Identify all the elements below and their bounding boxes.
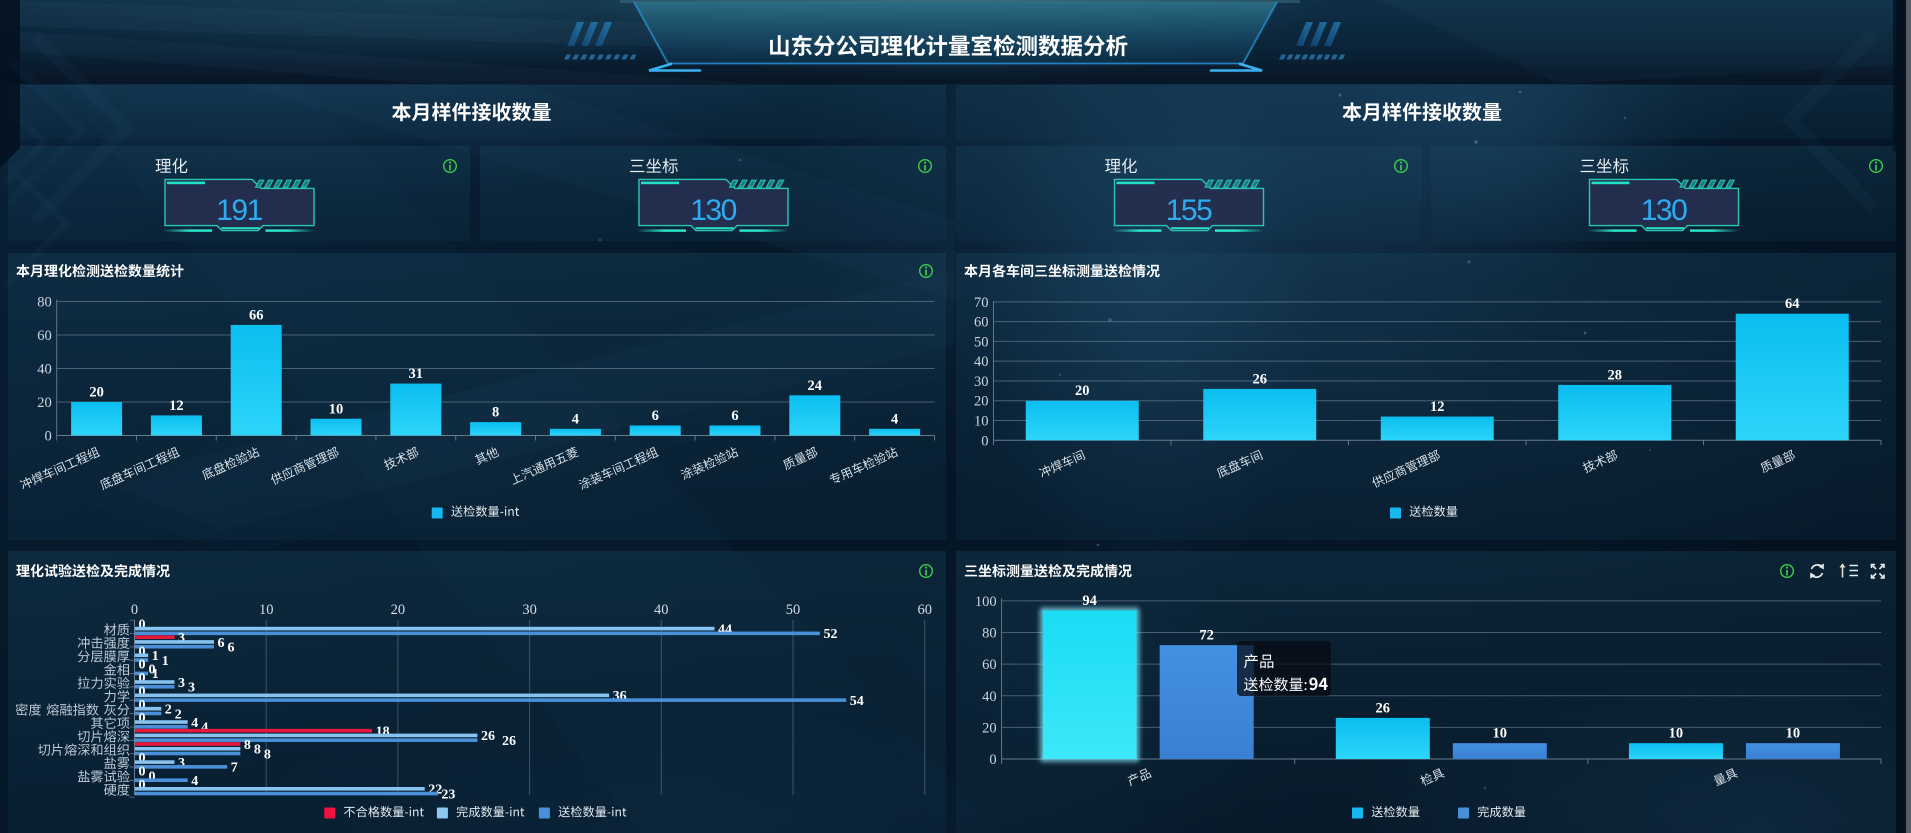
svg-text:10: 10 <box>974 414 989 430</box>
svg-text:8: 8 <box>254 743 261 758</box>
svg-text:0: 0 <box>139 778 146 793</box>
svg-text:8: 8 <box>244 738 251 753</box>
svg-text:0: 0 <box>131 602 138 618</box>
svg-text:10: 10 <box>1493 726 1508 742</box>
svg-text:10: 10 <box>329 401 344 417</box>
svg-text:20: 20 <box>974 394 989 410</box>
svg-text:50: 50 <box>974 334 989 350</box>
svg-text:94: 94 <box>1082 593 1097 609</box>
svg-text:80: 80 <box>982 626 997 642</box>
svg-text:0: 0 <box>139 684 146 699</box>
svg-text:0: 0 <box>149 662 156 677</box>
svg-text:0: 0 <box>139 765 146 780</box>
svg-text:4: 4 <box>191 774 198 789</box>
svg-text:8: 8 <box>264 747 271 762</box>
svg-text:100: 100 <box>975 594 997 610</box>
svg-text:36: 36 <box>613 689 627 704</box>
svg-text:0: 0 <box>139 658 146 673</box>
svg-text:66: 66 <box>249 307 264 323</box>
svg-text:8: 8 <box>492 405 499 421</box>
svg-text:20: 20 <box>89 385 104 401</box>
svg-text:26: 26 <box>502 734 516 749</box>
svg-text:10: 10 <box>259 602 274 618</box>
svg-text:0: 0 <box>981 433 988 449</box>
svg-text:26: 26 <box>481 729 495 744</box>
svg-text:50: 50 <box>786 602 801 618</box>
svg-text:40: 40 <box>974 354 989 370</box>
svg-text:0: 0 <box>139 698 146 713</box>
svg-text:18: 18 <box>376 724 390 739</box>
svg-text:1: 1 <box>152 667 159 682</box>
svg-text:2: 2 <box>165 703 172 718</box>
svg-text:0: 0 <box>139 751 146 766</box>
svg-text:26: 26 <box>1253 371 1268 387</box>
svg-text:20: 20 <box>1075 383 1090 399</box>
svg-text:2: 2 <box>175 707 182 722</box>
svg-text:3: 3 <box>178 756 185 771</box>
svg-text:0: 0 <box>989 752 996 768</box>
svg-text:0: 0 <box>139 644 146 659</box>
svg-text:20: 20 <box>391 602 406 618</box>
svg-text:191: 191 <box>216 194 262 227</box>
svg-text:6: 6 <box>731 408 738 424</box>
svg-text:20: 20 <box>37 395 52 411</box>
svg-text:31: 31 <box>409 366 424 382</box>
svg-text:12: 12 <box>1430 399 1445 415</box>
svg-text:0: 0 <box>139 711 146 726</box>
svg-text:130: 130 <box>1641 194 1687 227</box>
svg-text:40: 40 <box>982 689 997 705</box>
svg-text:155: 155 <box>1166 194 1212 227</box>
svg-text:26: 26 <box>1376 700 1391 716</box>
svg-text:44: 44 <box>718 622 732 637</box>
svg-text:64: 64 <box>1785 296 1800 312</box>
svg-text:3: 3 <box>188 681 195 696</box>
svg-text:1: 1 <box>152 649 159 664</box>
svg-text:52: 52 <box>824 627 838 642</box>
svg-text:60: 60 <box>982 657 997 673</box>
svg-text:72: 72 <box>1199 628 1214 644</box>
svg-text:4: 4 <box>201 721 208 736</box>
svg-text:4: 4 <box>191 716 198 731</box>
svg-text:24: 24 <box>808 378 823 394</box>
svg-text:23: 23 <box>441 787 455 802</box>
svg-text:4: 4 <box>891 411 898 427</box>
svg-text:10: 10 <box>1669 726 1684 742</box>
svg-text:28: 28 <box>1608 367 1623 383</box>
svg-text:0: 0 <box>139 671 146 686</box>
svg-text:0: 0 <box>149 769 156 784</box>
svg-text:4: 4 <box>572 411 579 427</box>
svg-text:40: 40 <box>37 362 52 378</box>
svg-text:3: 3 <box>178 631 185 646</box>
svg-text:60: 60 <box>917 602 932 618</box>
svg-text:80: 80 <box>37 295 52 311</box>
svg-text:30: 30 <box>522 602 537 618</box>
svg-text:130: 130 <box>690 194 736 227</box>
svg-text:0: 0 <box>139 618 146 633</box>
svg-text:0: 0 <box>44 429 51 445</box>
svg-text:7: 7 <box>231 761 238 776</box>
svg-text:54: 54 <box>850 694 864 709</box>
svg-text:6: 6 <box>652 408 659 424</box>
svg-text:12: 12 <box>169 398 184 414</box>
svg-text:6: 6 <box>218 636 225 651</box>
svg-text:6: 6 <box>228 641 235 656</box>
svg-text:60: 60 <box>37 328 52 344</box>
svg-text:40: 40 <box>654 602 669 618</box>
svg-text:3: 3 <box>178 676 185 691</box>
svg-text:1: 1 <box>162 654 169 669</box>
svg-text:10: 10 <box>1786 726 1801 742</box>
svg-text:20: 20 <box>982 720 997 736</box>
svg-text:30: 30 <box>974 374 989 390</box>
svg-text:70: 70 <box>974 295 989 311</box>
svg-text:60: 60 <box>974 315 989 331</box>
